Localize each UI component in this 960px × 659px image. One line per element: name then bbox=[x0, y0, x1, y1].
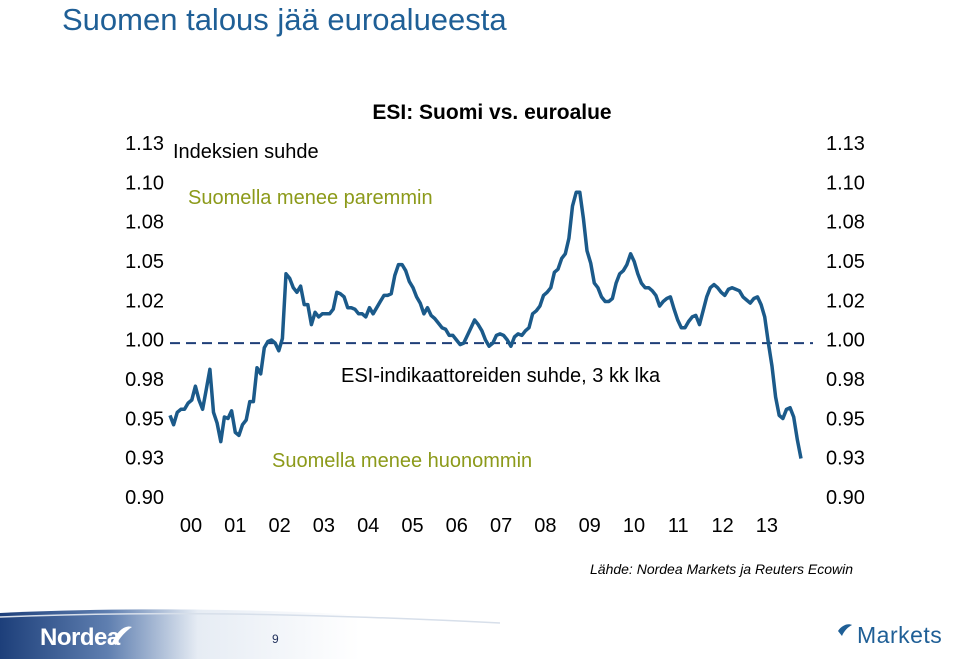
y-tick-right-0: 1.13 bbox=[826, 133, 865, 155]
y-tick-left-3: 1.05 bbox=[125, 251, 164, 273]
markets-brand: Markets bbox=[857, 622, 943, 648]
slide-title: Suomen talous jää euroalueesta bbox=[62, 2, 507, 37]
y-tick-right-8: 0.93 bbox=[826, 448, 865, 470]
y-tick-left-0: 1.13 bbox=[125, 133, 164, 155]
x-tick-10: 10 bbox=[623, 515, 645, 537]
x-tick-12: 12 bbox=[711, 515, 733, 537]
x-tick-13: 13 bbox=[756, 515, 778, 537]
legend-label: ESI-indikaattoreiden suhde, 3 kk lka bbox=[341, 365, 661, 387]
x-tick-03: 03 bbox=[313, 515, 335, 537]
y-tick-right-3: 1.05 bbox=[826, 251, 865, 273]
x-tick-05: 05 bbox=[401, 515, 423, 537]
x-tick-07: 07 bbox=[490, 515, 512, 537]
y-tick-left-5: 1.00 bbox=[125, 330, 164, 352]
x-tick-06: 06 bbox=[446, 515, 468, 537]
chart-title: ESI: Suomi vs. euroalue bbox=[372, 101, 611, 124]
y-tick-right-1: 1.10 bbox=[826, 172, 865, 194]
annotation-worse: Suomella menee huonommin bbox=[272, 450, 532, 472]
markets-logo-icon bbox=[838, 624, 852, 636]
right-y-tick-labels: 1.13 1.10 1.08 1.05 1.02 1.00 0.98 0.95 0.93 0.90 bbox=[826, 133, 865, 509]
y-tick-right-6: 0.98 bbox=[826, 369, 865, 391]
x-tick-labels: 00 01 02 03 04 05 06 07 08 09 10 11 12 13 bbox=[180, 515, 778, 537]
x-tick-11: 11 bbox=[668, 515, 689, 537]
x-tick-04: 04 bbox=[357, 515, 379, 537]
x-tick-08: 08 bbox=[534, 515, 556, 537]
y-tick-left-2: 1.08 bbox=[125, 212, 164, 234]
nordea-brand: Nordea bbox=[40, 624, 120, 651]
y-tick-left-7: 0.95 bbox=[125, 408, 164, 430]
x-tick-02: 02 bbox=[268, 515, 290, 537]
page-number: 9 bbox=[272, 632, 279, 646]
y-tick-left-8: 0.93 bbox=[125, 448, 164, 470]
y-tick-left-1: 1.10 bbox=[125, 172, 164, 194]
x-tick-00: 00 bbox=[180, 515, 202, 537]
nordea-logo-icon bbox=[112, 626, 132, 645]
y-tick-left-4: 1.02 bbox=[125, 290, 164, 312]
x-tick-01: 01 bbox=[224, 515, 246, 537]
y-tick-right-5: 1.00 bbox=[826, 330, 865, 352]
annotation-better: Suomella menee paremmin bbox=[188, 187, 433, 209]
y-tick-right-9: 0.90 bbox=[826, 487, 865, 509]
y-axis-label: Indeksien suhde bbox=[173, 141, 319, 163]
y-tick-left-9: 0.90 bbox=[125, 487, 164, 509]
series-line-esi-ratio bbox=[168, 190, 803, 459]
y-tick-left-6: 0.98 bbox=[125, 369, 164, 391]
y-tick-right-7: 0.95 bbox=[826, 408, 865, 430]
left-y-tick-labels: 1.13 1.10 1.08 1.05 1.02 1.00 0.98 0.95 0.93 0.90 bbox=[125, 133, 164, 509]
y-tick-right-2: 1.08 bbox=[826, 212, 865, 234]
y-tick-right-4: 1.02 bbox=[826, 290, 865, 312]
source-note: Lähde: Nordea Markets ja Reuters Ecowin bbox=[590, 561, 854, 577]
x-tick-09: 09 bbox=[579, 515, 601, 537]
esi-ratio-chart: ESI: Suomi vs. euroalue Indeksien suhde … bbox=[125, 101, 865, 537]
footer-band bbox=[0, 609, 852, 659]
